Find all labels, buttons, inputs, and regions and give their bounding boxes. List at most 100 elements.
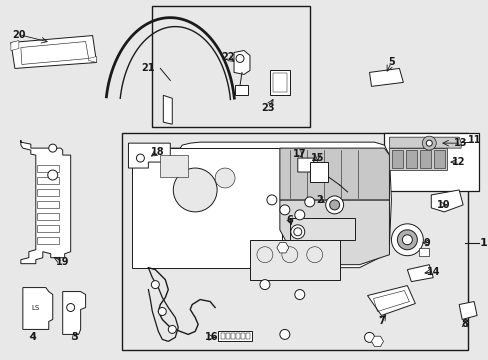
Polygon shape: [235, 85, 247, 95]
Polygon shape: [269, 71, 289, 95]
Bar: [37, 237, 59, 244]
Polygon shape: [170, 142, 390, 268]
Polygon shape: [367, 285, 414, 315]
Polygon shape: [458, 302, 476, 319]
Circle shape: [422, 136, 435, 150]
Text: 23: 23: [261, 103, 274, 113]
Bar: [230, 333, 235, 339]
Circle shape: [260, 280, 269, 289]
Circle shape: [304, 197, 314, 207]
Circle shape: [48, 170, 58, 180]
Text: 4: 4: [29, 332, 36, 342]
Polygon shape: [388, 137, 460, 148]
Circle shape: [279, 205, 289, 215]
Circle shape: [266, 195, 276, 205]
Polygon shape: [23, 288, 53, 329]
Text: 15: 15: [310, 153, 324, 163]
Circle shape: [151, 280, 159, 289]
Polygon shape: [11, 41, 19, 50]
Circle shape: [364, 332, 374, 342]
Polygon shape: [21, 140, 71, 264]
Circle shape: [49, 144, 57, 152]
Polygon shape: [430, 190, 462, 212]
Bar: [37, 189, 59, 196]
Circle shape: [290, 225, 304, 239]
Circle shape: [293, 228, 301, 236]
Text: 3: 3: [71, 332, 78, 342]
Text: LS: LS: [32, 305, 40, 311]
Bar: [132, 148, 281, 268]
Bar: [37, 165, 59, 172]
Circle shape: [158, 307, 166, 315]
Bar: [289, 218, 354, 240]
Circle shape: [173, 168, 217, 212]
Text: 21: 21: [142, 63, 155, 73]
Circle shape: [325, 196, 343, 214]
Bar: [236, 333, 240, 339]
Bar: [384, 133, 478, 191]
Bar: [122, 133, 467, 350]
Text: 13: 13: [453, 138, 467, 148]
Text: 19: 19: [56, 257, 69, 267]
Text: 9: 9: [423, 238, 430, 248]
Circle shape: [402, 235, 411, 245]
Text: 10: 10: [436, 200, 449, 210]
Circle shape: [66, 303, 75, 311]
Polygon shape: [369, 68, 403, 86]
Text: 6: 6: [286, 215, 293, 225]
Circle shape: [168, 325, 176, 333]
Text: 2: 2: [316, 195, 323, 205]
Bar: [37, 177, 59, 184]
Bar: [241, 333, 244, 339]
Bar: [419, 248, 428, 256]
Circle shape: [294, 210, 304, 220]
Text: 22: 22: [221, 53, 234, 63]
Circle shape: [426, 140, 431, 146]
Polygon shape: [218, 332, 251, 341]
Bar: [433, 150, 444, 168]
Circle shape: [329, 200, 339, 210]
Circle shape: [279, 329, 289, 339]
Bar: [245, 333, 249, 339]
Text: 12: 12: [451, 157, 465, 167]
Text: 5: 5: [387, 58, 394, 67]
Bar: [249, 240, 339, 280]
Text: 20: 20: [12, 30, 25, 40]
Text: 18: 18: [150, 147, 164, 157]
Bar: [37, 213, 59, 220]
Polygon shape: [234, 50, 249, 75]
Text: 1: 1: [478, 238, 486, 248]
Polygon shape: [163, 95, 172, 124]
Bar: [37, 225, 59, 232]
Bar: [309, 162, 327, 182]
Polygon shape: [272, 73, 286, 92]
Circle shape: [236, 54, 244, 62]
Text: 11: 11: [468, 135, 481, 145]
Bar: [160, 155, 188, 177]
Bar: [420, 150, 430, 168]
Polygon shape: [407, 265, 432, 282]
Polygon shape: [297, 158, 313, 172]
Polygon shape: [62, 292, 85, 334]
Bar: [152, 6, 309, 127]
Bar: [37, 201, 59, 208]
Circle shape: [136, 154, 144, 162]
Polygon shape: [279, 200, 388, 265]
Bar: [221, 333, 224, 339]
Polygon shape: [21, 41, 88, 64]
Bar: [406, 150, 416, 168]
Bar: [225, 333, 229, 339]
Polygon shape: [11, 36, 96, 68]
Circle shape: [397, 230, 416, 250]
Polygon shape: [128, 143, 170, 168]
Text: 8: 8: [461, 319, 468, 329]
Bar: [388, 148, 447, 170]
Circle shape: [215, 168, 235, 188]
Polygon shape: [88, 57, 96, 62]
Polygon shape: [276, 243, 288, 253]
Circle shape: [390, 224, 423, 256]
Polygon shape: [279, 148, 388, 200]
Text: 7: 7: [377, 316, 384, 327]
Text: 17: 17: [292, 149, 306, 159]
Circle shape: [294, 289, 304, 300]
